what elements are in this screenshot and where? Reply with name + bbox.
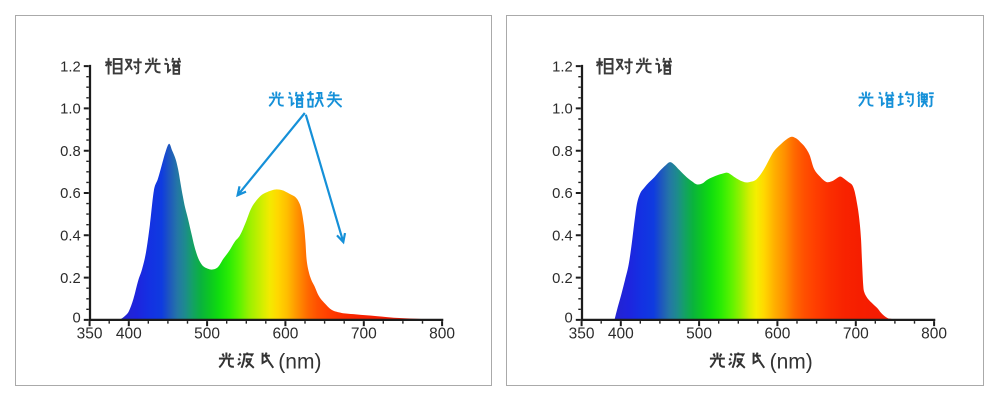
svg-text:400: 400: [608, 326, 634, 343]
svg-text:0.6: 0.6: [60, 186, 81, 202]
svg-text:0.2: 0.2: [60, 271, 81, 287]
svg-text:600: 600: [272, 326, 298, 343]
svg-text:1.0: 1.0: [60, 102, 81, 118]
svg-text:1.2: 1.2: [60, 59, 81, 75]
svg-text:0.4: 0.4: [60, 229, 81, 245]
svg-text:800: 800: [921, 326, 947, 343]
svg-text:700: 700: [843, 326, 869, 343]
svg-text:350: 350: [77, 326, 103, 343]
svg-text:350: 350: [569, 326, 595, 343]
svg-text:1.2: 1.2: [552, 59, 573, 75]
svg-text:(nm): (nm): [278, 350, 321, 373]
svg-text:800: 800: [429, 326, 455, 343]
svg-text:1.0: 1.0: [552, 102, 573, 118]
svg-text:500: 500: [686, 326, 712, 343]
svg-text:0.4: 0.4: [552, 229, 573, 245]
svg-text:500: 500: [194, 326, 220, 343]
svg-text:0: 0: [564, 311, 572, 327]
svg-text:600: 600: [764, 326, 790, 343]
svg-text:0.8: 0.8: [60, 144, 81, 160]
svg-text:700: 700: [351, 326, 377, 343]
svg-text:(nm): (nm): [770, 350, 813, 373]
svg-text:0.6: 0.6: [552, 186, 573, 202]
svg-text:0: 0: [72, 311, 80, 327]
svg-text:400: 400: [116, 326, 142, 343]
svg-text:0.2: 0.2: [552, 271, 573, 287]
svg-text:0.8: 0.8: [552, 144, 573, 160]
